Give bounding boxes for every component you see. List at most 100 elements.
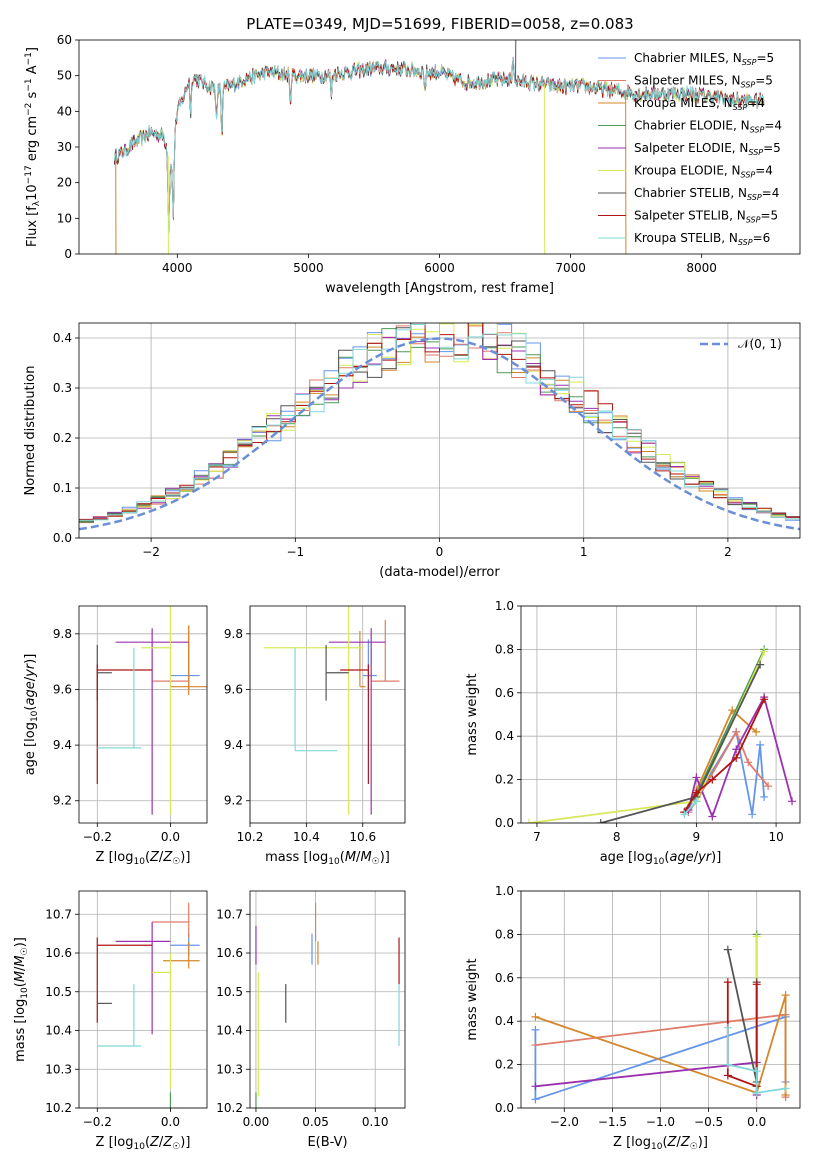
y-tick-label: 0.6 [495,971,514,985]
series-line-salpeter_elodie [687,694,793,820]
series-point-chabrier_miles [531,1095,540,1104]
legend-label: 𝒩(0, 1) [738,337,782,351]
errorbar-kroupa_stelib [294,647,338,752]
series-point-kroupa_stelib [723,1023,732,1032]
series-point-salpeter_stelib [723,1071,732,1080]
x-tick-label: 1 [580,545,588,559]
y-tick-label: 10.7 [45,907,72,921]
axes-frame [78,322,801,539]
y-tick-label: 10.3 [45,1062,72,1076]
panel-mass_vs_Z: −0.2 0.0 10.2 10.3 10.4 10.5 10.6 10.7 Z [log10(… [13,890,208,1152]
x-tick-label: 0.0 [161,1115,180,1129]
panel-age_vs_Z: −0.2 0.0 9.2 9.4 9.6 9.8 Z [log10(Z/Z☉)] age [l… [23,605,208,867]
series-point-kroupa_stelib [752,1088,761,1097]
plot-area [96,902,200,1108]
y-axis-label: Normed distribution [23,366,38,496]
x-tick-label: 4000 [162,261,193,275]
y-tick-label: 10 [57,211,72,225]
y-axis-label: Flux [fλ10−17 erg cm−2 s−1 A−1] [24,47,42,247]
x-tick-label: 7 [533,830,541,844]
legend-label: Chabrier ELODIE, NSSP=4 [634,119,782,135]
y-tick-label: 0.0 [53,531,72,545]
errorbar-kroupa_elodie [152,953,172,1089]
x-tick-label: −1.0 [646,1115,675,1129]
errorbar-kroupa_elodie [264,606,363,815]
x-tick-label: −0.2 [83,1115,112,1129]
series-point-kroupa_elodie [752,932,761,941]
y-tick-label: 9.8 [53,627,72,641]
y-tick-label: 9.4 [224,738,243,752]
y-axis-label: mass weight [465,958,480,1040]
series-point-salpeter_stelib [732,753,741,762]
y-tick-label: 0.8 [495,927,514,941]
errorbar-salpeter_miles [371,619,400,682]
plot-area [79,323,800,531]
series-point-salpeter_stelib [760,695,769,704]
x-tick-label: 7000 [555,261,586,275]
panel-massweight_vs_age: 7 8 9 10 0.0 0.2 0.4 0.6 0.8 1.0 age [log10(age/yr… [465,599,801,867]
y-tick-label: 10.7 [216,907,243,921]
errorbar-kroupa_elodie [141,606,172,815]
y-tick-label: 10.6 [45,946,72,960]
spectrum-line-kroupa_stelib [114,56,765,233]
x-tick-label: 0.10 [362,1115,389,1129]
x-tick-label: 8 [613,830,621,844]
series-point-kroupa_miles [531,1012,540,1021]
axes-frame [249,605,406,824]
errorbar-salpeter_stelib [340,664,369,785]
axes-frame [520,605,801,824]
series-point-salpeter_stelib [708,775,717,784]
x-tick-label: 10 [768,830,783,844]
plot-area [531,930,790,1104]
y-tick-label: 10.4 [45,1024,72,1038]
x-tick-label: 10.2 [237,830,264,844]
series-point-kroupa_stelib [692,797,701,806]
series-line-chabrier_stelib [726,949,758,1083]
series-point-salpeter_elodie [732,745,741,754]
y-tick-label: 0.0 [495,816,514,830]
errorbar-chabrier_stelib [96,644,112,701]
x-axis-label: mass [log10(M/M☉)] [265,850,390,867]
series-line-kroupa_elodie [528,651,765,823]
plot-area [524,645,797,823]
y-tick-label: 10.5 [45,985,72,999]
series-point-chabrier_stelib [596,819,605,823]
y-tick-label: 10.2 [45,1101,72,1115]
legend-label: Kroupa ELODIE, NSSP=4 [634,164,773,180]
axes-frame [249,890,406,1109]
series-point-chabrier_miles [748,810,757,819]
plot-area [96,606,207,815]
series-point-kroupa_miles [781,991,790,1000]
errorbar-chabrier_miles [362,639,377,690]
x-axis-label: (data-model)/error [379,565,500,580]
errorbar-kroupa_stelib [97,647,142,749]
series-point-kroupa_stelib [781,1084,790,1093]
errorbar-salpeter_elodie [328,628,386,815]
x-tick-label: 10.4 [293,830,320,844]
x-tick-label: 9 [693,830,701,844]
errorbar-salpeter_stelib [96,664,153,785]
x-tick-label: −2.0 [550,1115,579,1129]
y-tick-label: 9.8 [224,627,243,641]
x-tick-label: −1 [286,545,304,559]
legend-label: Salpeter STELIB, NSSP=5 [634,209,778,225]
y-tick-label: 0.6 [495,686,514,700]
series-point-salpeter_elodie [531,1082,540,1091]
panel-spectrum: 4000 5000 6000 7000 8000 0 10 20 30 40 50 60 wavelen… [24,33,801,296]
y-axis-label: mass [log10(M/M☉)] [13,937,30,1062]
legend-label: Kroupa MILES, NSSP=4 [634,96,765,112]
x-axis-label: Z [log10(Z/Z☉)] [96,850,191,867]
plot-area [114,40,765,254]
x-tick-label: 5000 [293,261,324,275]
x-tick-label: 8000 [686,261,717,275]
y-tick-label: 40 [57,104,72,118]
errorbar-kroupa_miles [359,631,366,688]
y-tick-label: 0.2 [53,431,72,445]
x-axis-label: Z [log10(Z/Z☉)] [613,1135,708,1152]
series-point-chabrier_miles [760,792,769,801]
series-point-kroupa_elodie [524,819,533,823]
y-tick-label: 10.6 [216,946,243,960]
x-tick-label: 0.0 [161,830,180,844]
series-line-salpeter_elodie [535,1061,758,1095]
y-axis-label: age [log10(age/yr)] [23,654,40,776]
